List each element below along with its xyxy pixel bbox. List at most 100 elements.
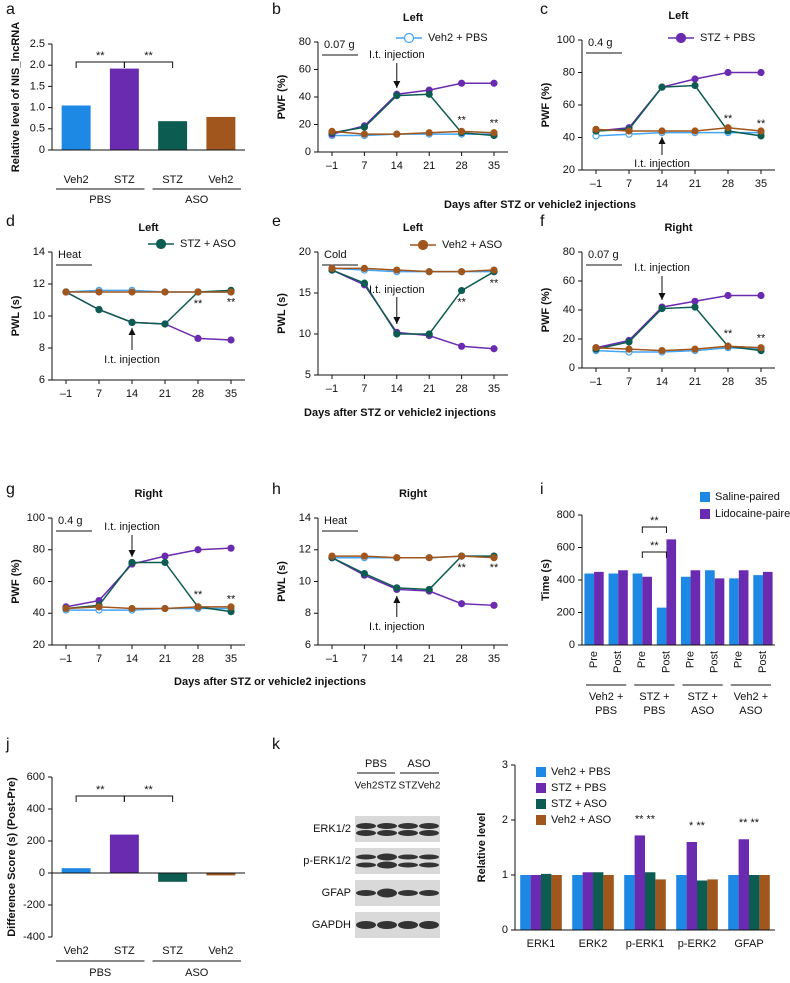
data-point [458,127,466,135]
data-point [458,552,466,560]
data-point [757,127,765,135]
bar [158,873,188,882]
x-tick-label: ERK1 [527,938,556,950]
bar [109,68,139,150]
series-line [331,93,495,137]
data-point [161,320,169,328]
data-point [691,75,699,83]
significance-bracket [641,526,667,533]
y-tick-label: 12 [299,544,311,556]
data-point [658,127,666,135]
data-point [625,127,633,135]
x-tick-label: 14 [656,376,668,388]
y-tick-label: 80 [563,66,575,78]
data-point [490,601,498,609]
x-tick-label: 35 [488,653,500,665]
bar [551,875,562,930]
x-tick-label: Veh2 [64,945,89,957]
x-tick-label: Post [612,651,624,673]
scale-label: 0.4 g [588,37,612,49]
group-label: ASO [739,705,763,717]
significance: ** [490,117,499,129]
legend-label: STZ + ASO [180,238,236,250]
panel-letter: g [6,481,15,498]
y-tick-label: 40 [563,131,575,143]
data-point [425,585,433,594]
data-point [194,546,202,554]
x-tick-label: Pre [733,651,745,668]
x-tick-label: 21 [159,653,171,665]
significance: ** [457,115,466,127]
series-line [595,306,762,352]
y-tick-label: 600 [27,771,45,783]
arrow-head [393,317,401,324]
bar [520,875,531,930]
x-tick-label: Pre [684,651,696,668]
bar [759,875,770,930]
series-line [331,557,495,607]
significance: ** [227,594,236,606]
group-label: ASO [185,194,209,206]
x-axis-label: Days after STZ or vehicle2 injections [304,407,496,419]
x-tick-label: 28 [192,653,204,665]
annotation: I.t. injection [104,521,160,533]
data-point [691,127,699,135]
data-point [658,347,666,355]
bar [645,872,656,930]
series-line [595,345,762,352]
data-point [161,558,169,567]
x-tick-label: 14 [126,388,138,400]
annotation: I.t. injection [634,158,690,170]
y-tick-label: 2.5 [30,38,45,50]
bar [729,578,739,645]
y-tick-label: 5 [305,369,311,381]
chart-title: Left [668,10,689,22]
panel-letter: a [6,1,15,18]
legend-label: Veh2 + PBS [428,32,488,44]
series-line [595,71,761,132]
bar [109,834,139,873]
legend-marker [675,32,687,44]
series-line [332,267,495,273]
x-tick-label: 7 [626,178,632,190]
bar [632,573,643,645]
data-point [425,90,433,98]
legend-label: Veh2 + ASO [442,239,503,251]
data-point [128,288,136,296]
data-point [490,129,498,137]
data-point [328,264,336,272]
x-tick-label: STZ [114,174,135,186]
y-tick-label: 0 [502,924,508,936]
data-point [360,264,368,272]
x-tick-label: 28 [722,376,734,388]
blot-group-label: PBS [365,758,387,770]
y-tick-label: 1.0 [30,102,45,114]
legend-swatch [536,783,546,793]
bar [541,873,552,930]
data-point [490,79,498,87]
panel-letter: c [540,1,548,18]
y-tick-label: 3 [502,759,508,771]
bar [655,879,666,930]
data-point [757,344,765,352]
x-tick-label: –1 [590,178,602,190]
x-tick-label: Post [757,651,769,673]
x-tick-label: 28 [455,653,467,665]
data-point [625,345,633,353]
bar [530,875,541,930]
significance: ** [227,296,236,308]
arrow-head [393,596,401,603]
data-point [227,288,235,296]
data-point [691,345,699,353]
data-point [393,330,401,338]
data-point [425,129,433,137]
group-label: STZ + [687,691,717,703]
lane-label: STZ [399,781,418,792]
x-tick-label: –1 [326,160,338,172]
significance: ** [96,50,105,62]
bar [61,105,91,150]
legend-swatch [700,492,710,502]
data-point [194,603,202,611]
x-tick-label: 35 [488,160,500,172]
bar [624,875,635,930]
